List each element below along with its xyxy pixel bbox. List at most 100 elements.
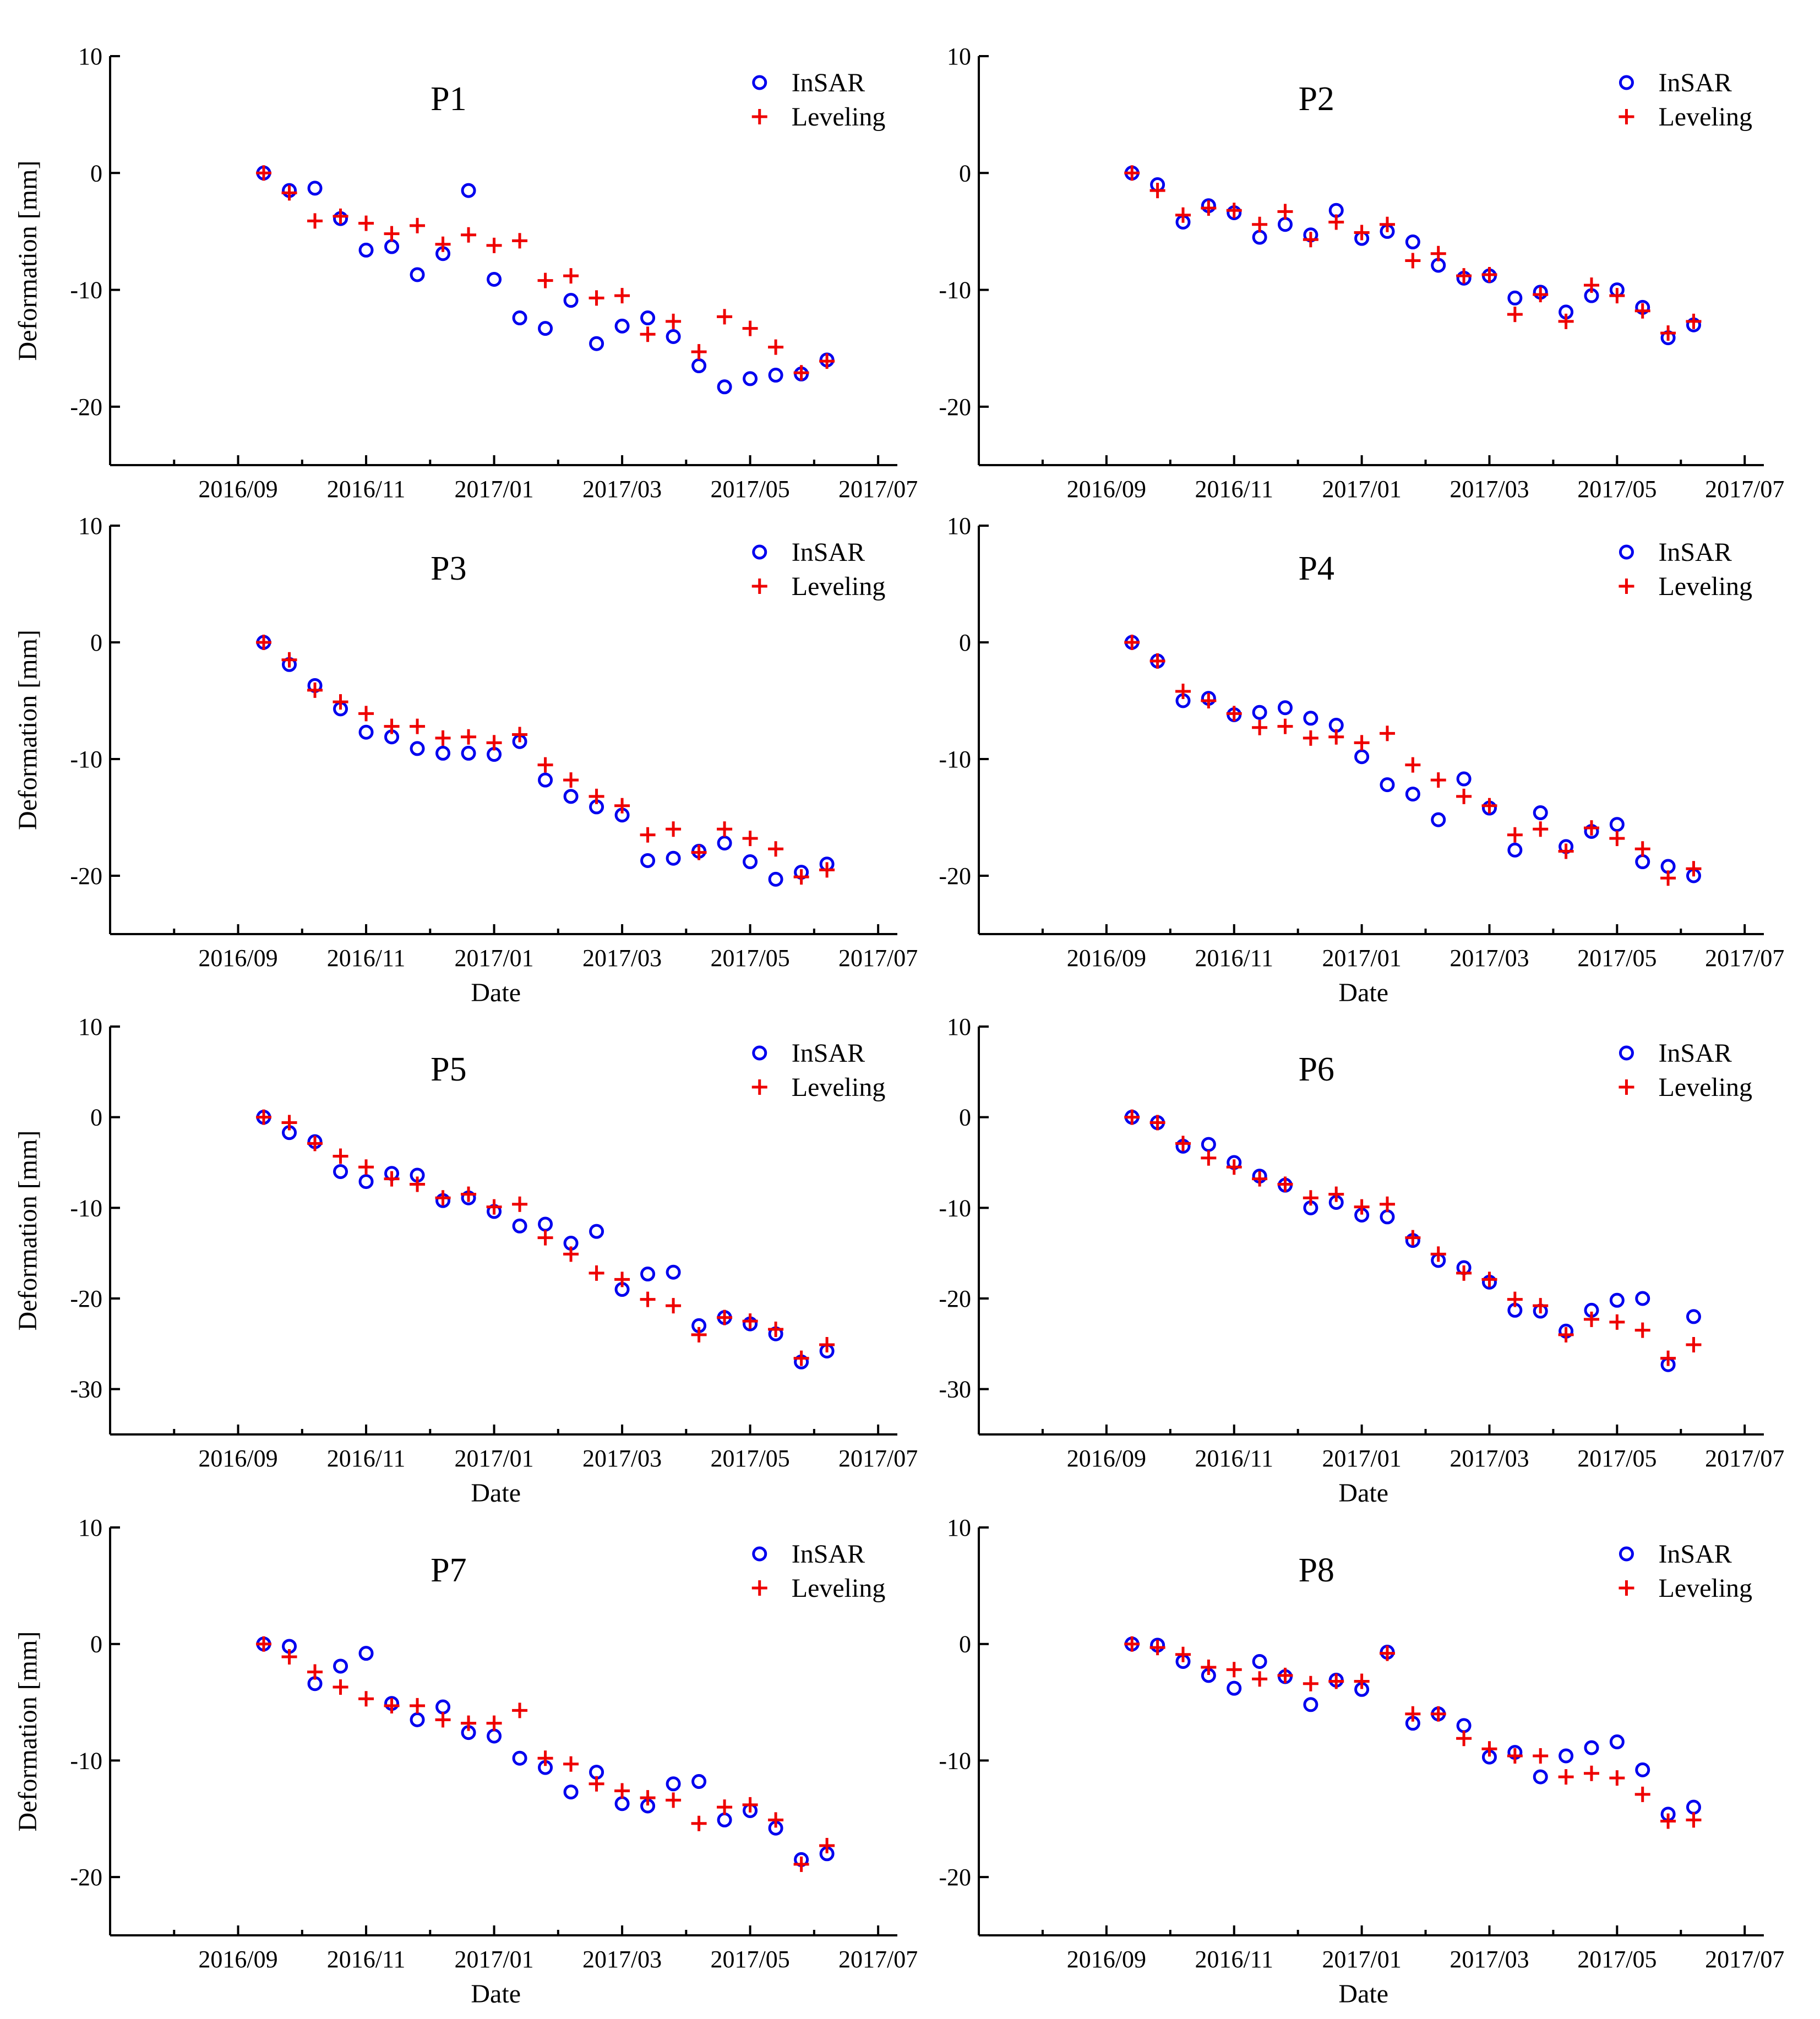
insar-point <box>691 358 707 374</box>
y-tick-label: 0 <box>959 160 971 187</box>
legend-label-leveling: Leveling <box>792 1073 886 1102</box>
y-tick-label: 10 <box>947 43 971 70</box>
y-tick-label: 0 <box>90 1631 102 1658</box>
leveling-point <box>1328 1186 1344 1202</box>
leveling-point <box>1175 1136 1191 1152</box>
insar-point <box>1431 812 1446 827</box>
legend-label-leveling: Leveling <box>1658 102 1752 132</box>
chart-panel-p3: 10 0 -10 -20 2016/09 2016/11 2017/01 2017/03 201… <box>13 512 918 1007</box>
leveling-point <box>384 1171 400 1187</box>
x-tick-label: 2016/11 <box>1195 945 1273 972</box>
insar-point <box>1609 1734 1625 1750</box>
x-tick-label: 2017/01 <box>1322 476 1401 503</box>
legend-leveling-marker <box>751 579 767 594</box>
y-tick-label: 0 <box>90 1104 102 1131</box>
leveling-point <box>435 730 451 746</box>
leveling-point <box>1558 313 1574 329</box>
leveling-point <box>1533 287 1549 303</box>
y-tick-label: 10 <box>947 1514 971 1541</box>
leveling-point <box>1481 1741 1497 1757</box>
insar-point <box>410 1712 425 1727</box>
leveling-point <box>1660 1350 1676 1366</box>
leveling-point <box>1533 821 1549 837</box>
legend-label-leveling: Leveling <box>792 572 886 601</box>
leveling-point <box>768 1812 784 1828</box>
leveling-point <box>1277 718 1293 734</box>
insar-point <box>563 1785 579 1800</box>
insar-point <box>1405 234 1420 250</box>
leveling-point <box>1634 303 1650 319</box>
leveling-point <box>1252 216 1268 232</box>
leveling-point <box>512 1702 528 1718</box>
leveling-point <box>1175 207 1191 223</box>
leveling-point <box>717 309 733 325</box>
leveling-point <box>563 1246 579 1262</box>
leveling-point <box>1405 253 1421 269</box>
leveling-point <box>1686 313 1702 329</box>
leveling-point <box>512 1196 528 1212</box>
leveling-point <box>435 1190 451 1206</box>
insar-point <box>563 789 579 804</box>
leveling-point <box>1430 772 1446 788</box>
insar-point <box>691 1774 707 1789</box>
legend-label-leveling: Leveling <box>1658 1073 1752 1102</box>
leveling-point <box>410 217 426 233</box>
chart-panel-p7: 10 0 -10 -20 2016/09 2016/11 2017/01 2017/03 201… <box>13 1514 918 2009</box>
leveling-point <box>1303 232 1318 248</box>
leveling-point <box>588 788 604 804</box>
leveling-point <box>793 1856 809 1872</box>
leveling-point <box>666 821 682 837</box>
leveling-point <box>1226 1159 1242 1175</box>
chart-panel-p2: 10 0 -10 -20 2016/09 2016/11 2017/01 2017/03 201… <box>939 43 1784 503</box>
x-tick-label: 2016/09 <box>1067 945 1146 972</box>
leveling-point <box>768 1321 784 1337</box>
y-tick-label: -20 <box>70 863 102 890</box>
leveling-point <box>1660 870 1676 886</box>
leveling-point <box>333 208 348 224</box>
legend-leveling-marker <box>1619 579 1634 594</box>
leveling-point <box>614 1272 630 1287</box>
insar-point <box>1252 1654 1267 1669</box>
y-tick-label: 10 <box>78 1013 102 1040</box>
insar-point <box>1507 290 1523 305</box>
legend-label-insar: InSAR <box>1658 1540 1731 1569</box>
insar-point <box>333 1164 348 1179</box>
leveling-point <box>819 862 835 878</box>
leveling-point <box>742 320 758 336</box>
leveling-point <box>563 268 579 284</box>
leveling-point <box>1277 204 1293 220</box>
leveling-point <box>640 326 656 342</box>
leveling-point <box>1354 1673 1370 1689</box>
insar-point <box>589 336 604 351</box>
insar-point <box>1635 854 1650 870</box>
leveling-point <box>717 1799 733 1815</box>
insar-point <box>1686 1799 1701 1815</box>
x-tick-label: 2016/11 <box>327 1946 406 1973</box>
leveling-point <box>461 729 477 745</box>
y-tick-label: -30 <box>939 1376 971 1403</box>
leveling-point <box>1481 266 1497 282</box>
x-tick-label: 2017/07 <box>1705 476 1784 503</box>
leveling-point <box>256 1636 272 1652</box>
leveling-point <box>614 288 630 304</box>
insar-point <box>640 1267 656 1282</box>
y-tick-label: -10 <box>70 1747 102 1774</box>
leveling-point <box>537 757 553 773</box>
leveling-point <box>1201 1150 1217 1166</box>
x-tick-label: 2017/01 <box>454 476 533 503</box>
leveling-point <box>691 344 707 360</box>
insar-point <box>1277 700 1293 716</box>
leveling-point <box>537 1750 553 1766</box>
leveling-point <box>1328 214 1344 230</box>
legend-leveling-marker <box>751 109 767 124</box>
leveling-point <box>410 718 426 734</box>
leveling-point <box>614 1783 630 1799</box>
legend-leveling-marker <box>751 1079 767 1095</box>
leveling-point <box>1583 1311 1599 1327</box>
leveling-point <box>435 236 451 252</box>
insar-point <box>1456 771 1472 787</box>
leveling-point <box>1405 757 1421 773</box>
insar-point <box>1354 749 1370 765</box>
leveling-point <box>640 827 656 843</box>
insar-point <box>1201 1137 1216 1152</box>
